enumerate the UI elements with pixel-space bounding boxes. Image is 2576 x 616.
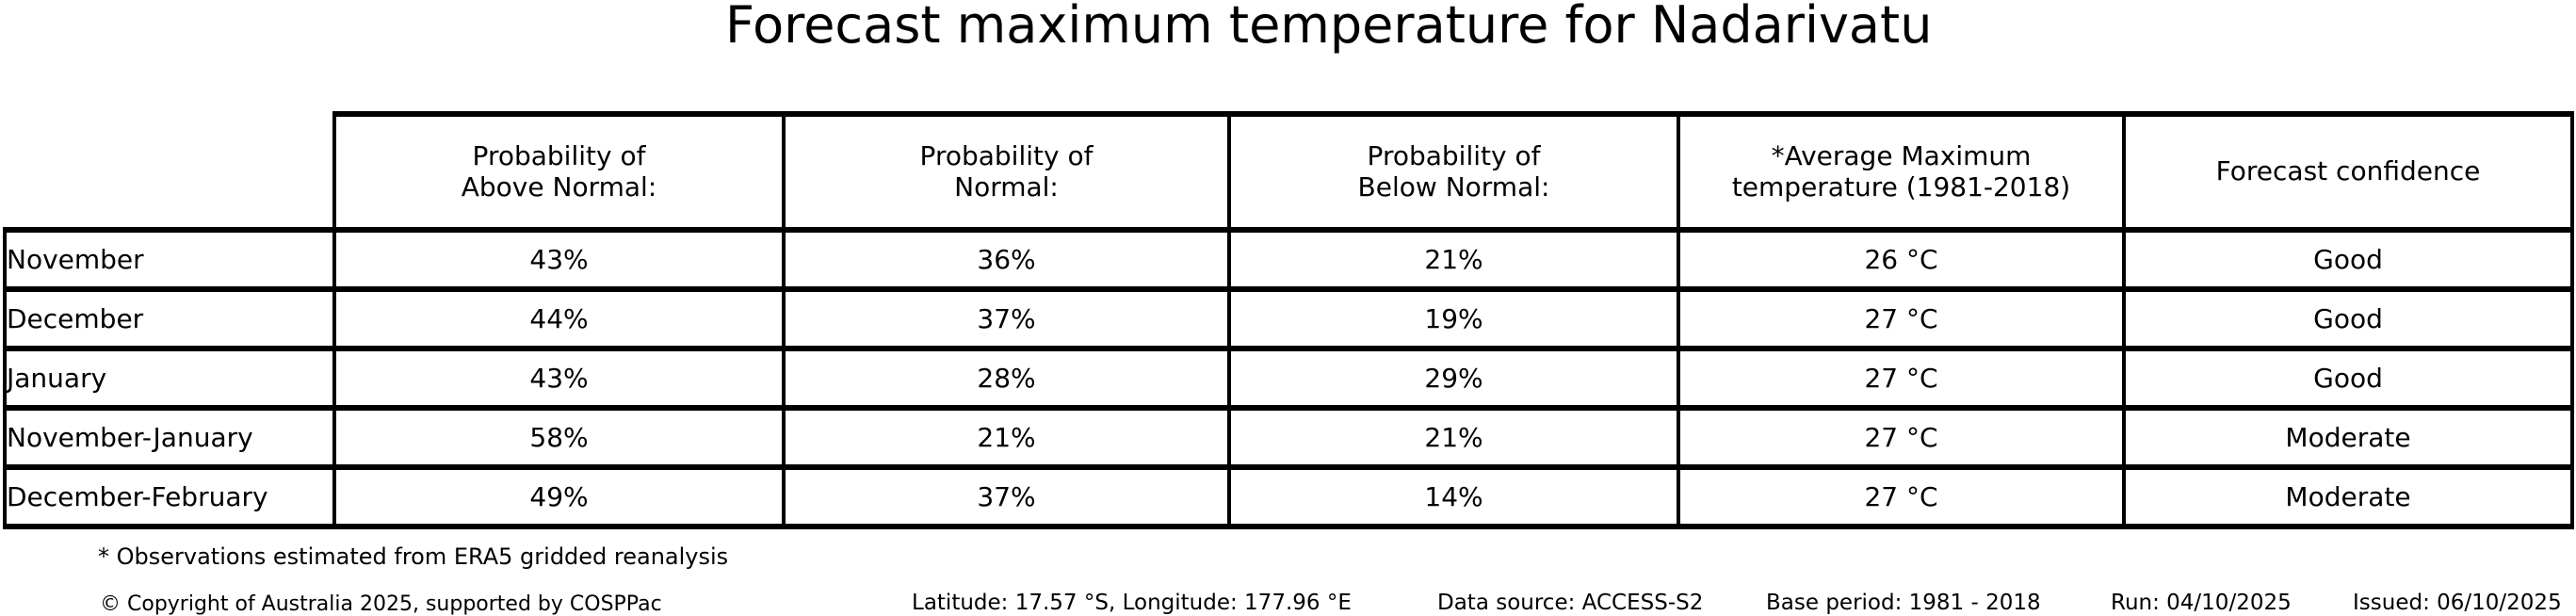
cell-above-normal: 58% — [332, 405, 786, 470]
cell-above-normal: 44% — [332, 286, 786, 351]
cell-below-normal: 14% — [1227, 464, 1680, 529]
cell-confidence: Moderate — [2122, 405, 2574, 470]
cell-avg-max-temp: 27 °C — [1677, 464, 2126, 529]
era5-footnote: * Observations estimated from ERA5 gridd… — [98, 543, 729, 570]
cell-avg-max-temp: 27 °C — [1677, 346, 2126, 411]
row-label-january: January — [3, 346, 336, 411]
cell-normal: 21% — [782, 405, 1231, 470]
issued-date-label: Issued: 06/10/2025 — [2353, 591, 2562, 615]
cell-avg-max-temp: 27 °C — [1677, 405, 2126, 470]
run-date-label: Run: 04/10/2025 — [2111, 591, 2292, 615]
cell-above-normal: 49% — [332, 464, 786, 529]
row-label-december: December — [3, 286, 336, 351]
col-header-above-normal: Probability of Above Normal: — [332, 111, 786, 233]
row-label-november-january: November-January — [3, 405, 336, 470]
cell-below-normal: 29% — [1227, 346, 1680, 411]
forecast-table: Probability of Above Normal: Probability… — [3, 111, 2574, 529]
table-row: January 43% 28% 29% 27 °C Good — [3, 346, 2574, 411]
row-label-november: November — [3, 227, 336, 292]
col-header-avg-max-temp: *Average Maximum temperature (1981-2018) — [1677, 111, 2126, 233]
cell-confidence: Good — [2122, 286, 2574, 351]
cell-avg-max-temp: 26 °C — [1677, 227, 2126, 292]
cell-confidence: Good — [2122, 346, 2574, 411]
cell-confidence: Moderate — [2122, 464, 2574, 529]
cell-avg-max-temp: 27 °C — [1677, 286, 2126, 351]
cell-above-normal: 43% — [332, 227, 786, 292]
cell-confidence: Good — [2122, 227, 2574, 292]
cell-normal: 37% — [782, 286, 1231, 351]
cell-below-normal: 21% — [1227, 227, 1680, 292]
corner-empty-cell — [5, 114, 334, 230]
table-row: December 44% 37% 19% 27 °C Good — [3, 286, 2574, 351]
col-header-forecast-confidence: Forecast confidence — [2122, 111, 2574, 233]
cell-normal: 37% — [782, 464, 1231, 529]
location-lat-long: Latitude: 17.57 °S, Longitude: 177.96 °E — [912, 591, 1352, 615]
table-row: November 43% 36% 21% 26 °C Good — [3, 227, 2574, 292]
table-row: November-January 58% 21% 21% 27 °C Moder… — [3, 405, 2574, 470]
page-title: Forecast maximum temperature for Nadariv… — [725, 0, 1933, 55]
col-header-below-normal: Probability of Below Normal: — [1227, 111, 1680, 233]
table-header-row: Probability of Above Normal: Probability… — [5, 111, 2574, 233]
cell-above-normal: 43% — [332, 346, 786, 411]
data-source-label: Data source: ACCESS-S2 — [1437, 591, 1704, 615]
copyright-notice: © Copyright of Australia 2025, supported… — [100, 592, 662, 616]
cell-below-normal: 21% — [1227, 405, 1680, 470]
cell-below-normal: 19% — [1227, 286, 1680, 351]
col-header-normal: Probability of Normal: — [782, 111, 1231, 233]
cell-normal: 36% — [782, 227, 1231, 292]
table-row: December-February 49% 37% 14% 27 °C Mode… — [3, 464, 2574, 529]
cell-normal: 28% — [782, 346, 1231, 411]
row-label-december-february: December-February — [3, 464, 336, 529]
base-period-label: Base period: 1981 - 2018 — [1766, 591, 2041, 615]
